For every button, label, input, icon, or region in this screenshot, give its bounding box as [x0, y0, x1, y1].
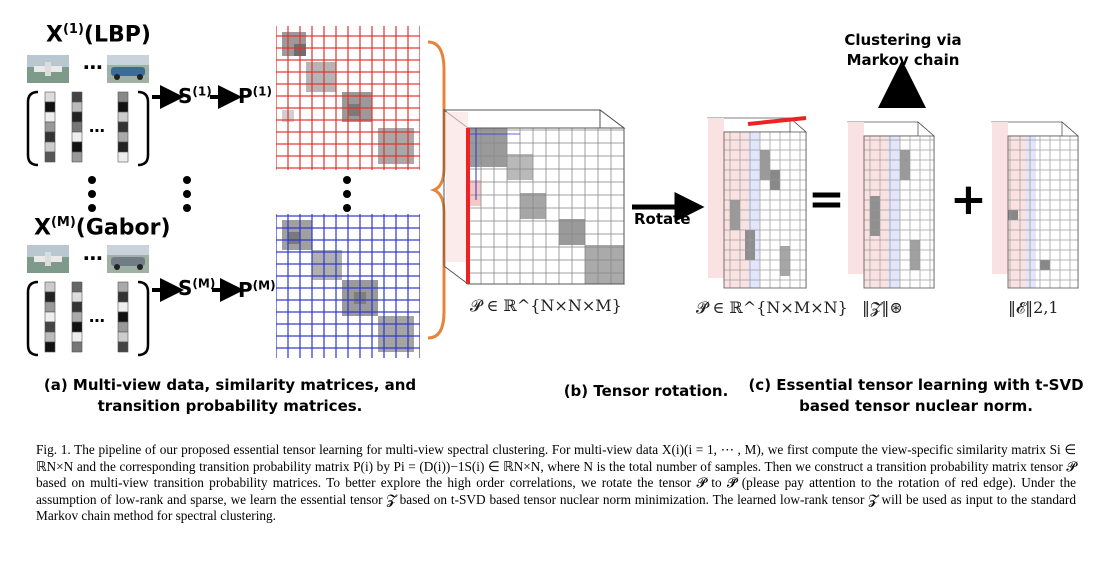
car-thumbnail	[107, 55, 149, 83]
figure-caption: Fig. 1. The pipeline of our proposed ess…	[36, 442, 1076, 525]
transition-matrix-label-view1: P(1)	[238, 84, 272, 108]
tensor-p-formula: 𝓟 ∈ ℝ^{N×N×M}	[470, 296, 622, 315]
airplane-thumbnail	[27, 245, 69, 273]
tensor-e-norm: ‖𝓔‖2,1	[1008, 298, 1059, 317]
figure-number: Fig. 1.	[36, 442, 71, 457]
transition-matrix-viewM	[276, 214, 420, 358]
subcaption-a: (a) Multi-view data, similarity matrices…	[43, 376, 417, 415]
vertical-dots-icon	[88, 176, 351, 212]
svg-text:⋯: ⋯	[83, 55, 103, 79]
transition-matrix-view1	[276, 26, 420, 170]
clustering-label: Clustering via Markov chain	[844, 31, 962, 69]
tensor-p-tilde-formula: 𝓟̃ ∈ ℝ^{N×M×N}	[696, 298, 848, 317]
view1-title: X(1)(LBP)	[46, 22, 151, 48]
tensor-p-tilde	[706, 116, 808, 289]
tensor-z-norm: ‖𝓩‖⊛	[862, 298, 903, 317]
figure-caption-text: The pipeline of our proposed essential t…	[36, 442, 1076, 524]
feature-vectors-view1: ⋯	[26, 90, 150, 167]
rotate-label: Rotate	[634, 210, 691, 228]
tensor-e	[990, 121, 1080, 289]
svg-text:⋯: ⋯	[89, 121, 105, 140]
car-thumbnail	[107, 245, 149, 273]
viewM-title: X(M)(Gabor)	[34, 215, 171, 241]
similarity-matrix-label-viewM: S(M)	[178, 276, 216, 300]
svg-text:⋯: ⋯	[89, 311, 105, 330]
tensor-z	[846, 121, 936, 289]
equals-sign: =	[808, 174, 845, 225]
feature-vectors-viewM: ⋯	[26, 280, 150, 357]
subcaption-b: (b) Tensor rotation.	[563, 382, 729, 400]
pipeline-figure: ⋯ ⋯	[26, 26, 1080, 358]
similarity-matrix-label-view1: S(1)	[178, 84, 212, 108]
subcaption-c: (c) Essential tensor learning with t-SVD…	[748, 376, 1084, 415]
svg-text:⋯: ⋯	[83, 246, 103, 270]
plus-sign: +	[950, 174, 987, 225]
transition-matrix-label-viewM: P(M)	[238, 278, 276, 302]
airplane-thumbnail	[27, 55, 69, 83]
tensor-p-cube	[442, 109, 626, 285]
grouping-brace	[427, 40, 446, 340]
red-edge	[747, 116, 807, 126]
